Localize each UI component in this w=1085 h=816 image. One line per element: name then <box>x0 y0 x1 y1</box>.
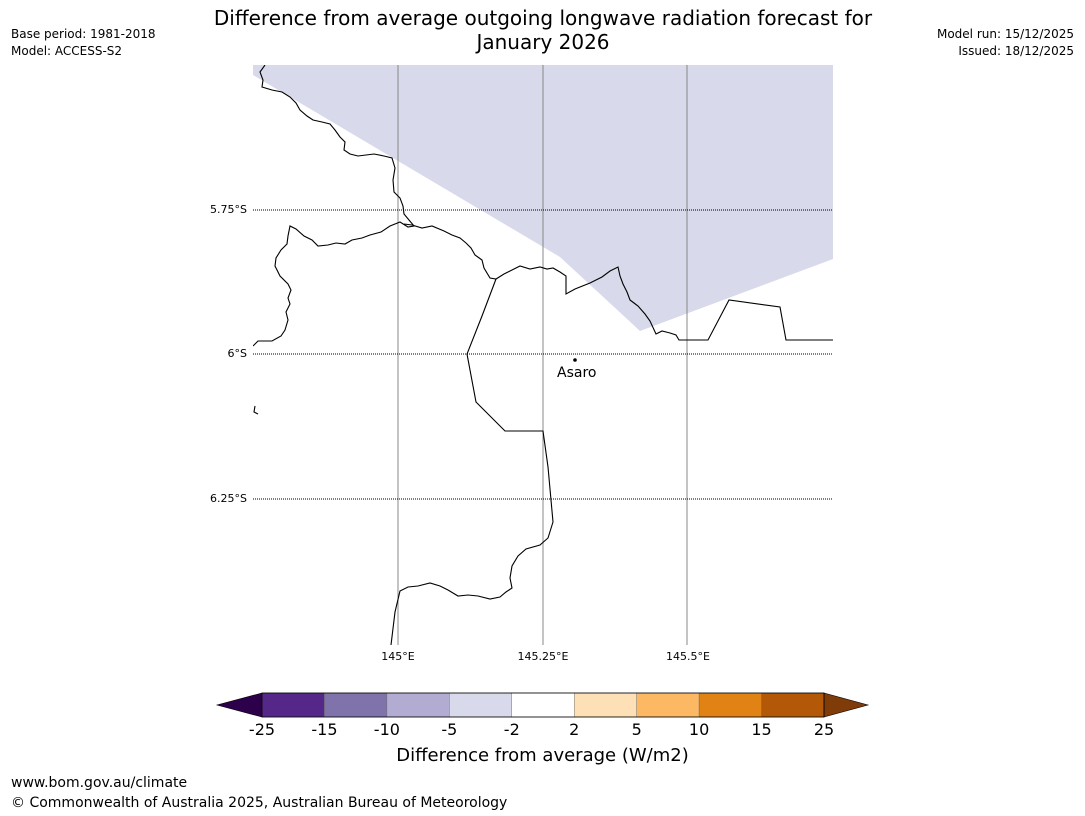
boundary-north-central <box>403 223 833 341</box>
colorbar <box>215 692 870 718</box>
colorbar-box <box>636 692 700 718</box>
meta-left: Base period: 1981-2018 Model: ACCESS-S2 <box>11 26 156 60</box>
colorbar-box <box>511 692 575 718</box>
colorbar-tick-label: -2 <box>503 720 520 739</box>
boundary-northwest <box>253 65 416 347</box>
lat-label-5-75s: 5.75°S <box>210 203 247 216</box>
colorbar-box <box>449 692 512 718</box>
issued-date: Issued: 18/12/2025 <box>958 44 1074 58</box>
colorbar-tick-label: 2 <box>569 720 580 739</box>
model-run: Model run: 15/12/2025 <box>936 27 1074 41</box>
colorbar-tick-label: 15 <box>751 720 772 739</box>
lat-label-6-25s: 6.25°S <box>210 492 247 505</box>
colorbar-tick-label: -5 <box>441 720 458 739</box>
province-boundaries <box>253 65 833 645</box>
map-area <box>253 65 833 645</box>
model-name: Model: ACCESS-S2 <box>11 44 123 58</box>
colorbar-extend-low <box>215 692 263 718</box>
base-period: Base period: 1981-2018 <box>11 27 156 41</box>
map-title: Difference from average outgoing longwav… <box>150 6 936 54</box>
colorbar-extend-high <box>823 692 870 718</box>
colorbar-box <box>698 692 762 718</box>
colorbar-box <box>574 692 637 718</box>
colorbar-box <box>324 692 388 718</box>
colorbar-tick-label: 25 <box>813 720 835 739</box>
lon-label-145e: 145°E <box>381 650 415 663</box>
title-line-1: Difference from average outgoing longwav… <box>213 6 873 30</box>
meta-right: Model run: 15/12/2025 Issued: 18/12/2025 <box>937 26 1074 60</box>
boundary-fragment-west <box>253 405 259 415</box>
colorbar-tick-label: -25 <box>248 720 276 739</box>
footer-url[interactable]: www.bom.gov.au/climate <box>11 775 188 791</box>
colorbar-tick-label: -10 <box>373 720 400 739</box>
colorbar-tick-label: 5 <box>631 720 642 739</box>
colorbar-tick-label: -15 <box>311 720 338 739</box>
colorbar-box <box>386 692 450 718</box>
asaro-marker <box>573 358 577 362</box>
lat-label-6s: 6°S <box>227 347 247 360</box>
boundary-eastern-highlands <box>390 278 554 645</box>
lon-label-145-25e: 145.25°E <box>517 650 569 663</box>
place-label-asaro: Asaro <box>557 365 597 381</box>
colorbar-outline <box>261 692 825 718</box>
lon-label-145-5e: 145.5°E <box>666 650 710 663</box>
colorbar-tick-label: 10 <box>688 720 710 739</box>
colorbar-box <box>761 692 825 718</box>
footer-copyright: © Commonwealth of Australia 2025, Austra… <box>11 795 508 811</box>
colorbar-title: Difference from average (W/m2) <box>396 745 689 766</box>
colorbar-box <box>261 692 325 718</box>
title-line-2: January 2026 <box>476 30 610 54</box>
